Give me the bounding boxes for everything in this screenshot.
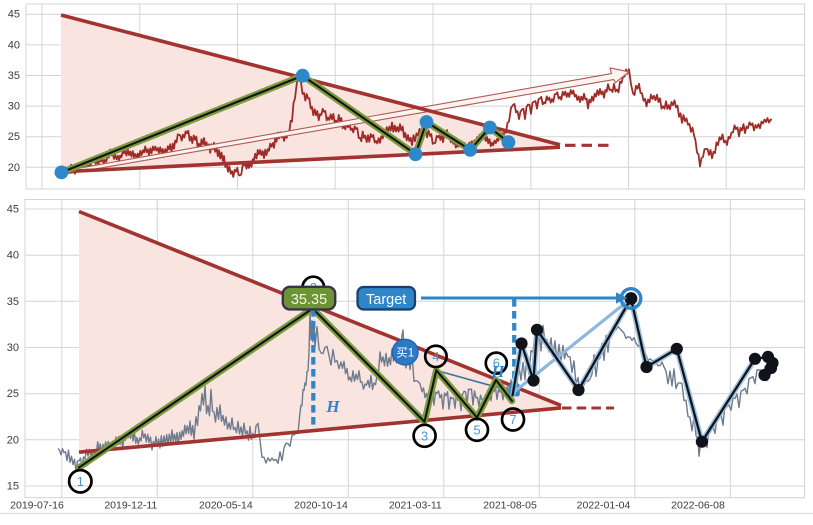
svg-text:45: 45	[8, 9, 20, 21]
svg-text:35: 35	[8, 70, 20, 82]
svg-text:20: 20	[7, 434, 19, 446]
svg-text:2021-08-05: 2021-08-05	[483, 500, 537, 512]
svg-text:45: 45	[7, 204, 19, 216]
svg-text:25: 25	[8, 131, 20, 143]
svg-text:35.35: 35.35	[291, 292, 327, 308]
svg-text:H: H	[490, 362, 505, 381]
svg-text:40: 40	[7, 250, 19, 262]
svg-text:2021-03-11: 2021-03-11	[389, 500, 442, 512]
svg-text:4: 4	[432, 349, 439, 364]
svg-text:30: 30	[7, 342, 19, 354]
svg-text:5: 5	[473, 422, 480, 437]
svg-text:2020-05-14: 2020-05-14	[199, 500, 253, 512]
svg-text:买1: 买1	[396, 346, 414, 359]
svg-text:20: 20	[8, 162, 20, 174]
svg-text:H: H	[325, 397, 340, 416]
svg-text:2022-01-04: 2022-01-04	[577, 500, 631, 512]
svg-text:1: 1	[77, 474, 84, 489]
svg-text:15: 15	[7, 481, 19, 493]
svg-text:35: 35	[7, 296, 19, 308]
svg-text:30: 30	[8, 101, 20, 113]
svg-text:6: 6	[493, 356, 500, 371]
svg-text:3: 3	[421, 428, 428, 443]
svg-text:2019-12-11: 2019-12-11	[104, 500, 157, 512]
svg-text:2020-10-14: 2020-10-14	[294, 500, 348, 512]
svg-text:Target: Target	[366, 292, 406, 308]
svg-text:2019-07-16: 2019-07-16	[10, 500, 64, 512]
svg-text:7: 7	[509, 412, 516, 427]
svg-text:40: 40	[8, 39, 20, 51]
svg-text:25: 25	[7, 388, 19, 400]
svg-text:2022-06-08: 2022-06-08	[671, 500, 725, 512]
